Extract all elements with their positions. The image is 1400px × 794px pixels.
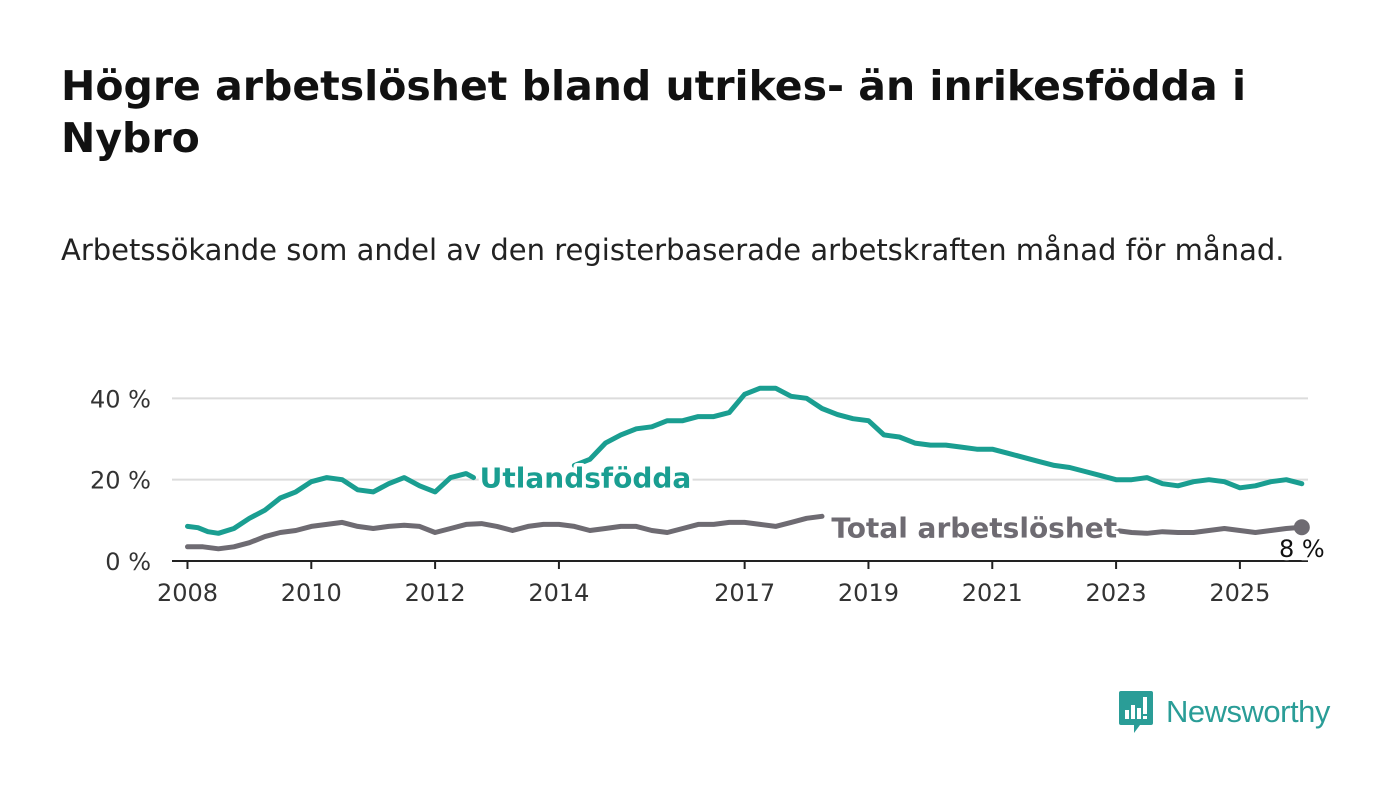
x-tick-label: 2008: [157, 579, 218, 607]
series-label-utlandsfödda: Utlandsfödda: [480, 462, 692, 495]
x-tick-label: 2025: [1209, 579, 1270, 607]
chart-title: Högre arbetslöshet bland utrikes- än inr…: [61, 62, 1246, 162]
y-tick-label: 0 %: [105, 548, 151, 576]
x-tick-label: 2012: [405, 579, 466, 607]
x-tick-label: 2017: [714, 579, 775, 607]
series-line-total-arbetslöshet: [1098, 524, 1305, 536]
y-axis-ticks: 0 % 20 % 40 %: [90, 385, 151, 576]
series-line-utlandsfödda: [571, 385, 1305, 491]
series-label-total-arbetslöshet: Total arbetslöshet: [831, 512, 1117, 545]
gridlines: [172, 397, 1308, 481]
series-line-total-arbetslöshet: [185, 513, 825, 552]
x-axis: 2008 2010 2012 2014 2017 2019 2021 2023 2025: [157, 560, 1308, 607]
unemployment-line-chart: 0 % 20 % 40 % 2008 2010 2012 2014 2017 2019 2021…: [90, 385, 1328, 607]
y-tick-label: 20 %: [90, 467, 151, 495]
x-tick-label: 2023: [1086, 579, 1147, 607]
x-tick-label: 2010: [281, 579, 342, 607]
end-point-marker: [1293, 519, 1310, 536]
x-tick-label: 2019: [838, 579, 899, 607]
x-tick-label: 2014: [528, 579, 589, 607]
newsworthy-logo-icon: [1119, 691, 1153, 733]
chart-subtitle: Arbetssökande som andel av den registerb…: [61, 233, 1285, 267]
newsworthy-brand[interactable]: Newsworthy: [1118, 688, 1330, 736]
series-labels: Utlandsfödda Total arbetslöshet 8 %: [476, 458, 1327, 566]
series-lines: [185, 385, 1310, 552]
end-value-label: 8 %: [1279, 535, 1325, 563]
y-tick-label: 40 %: [90, 385, 151, 413]
x-tick-label: 2021: [962, 579, 1023, 607]
brand-name: Newsworthy: [1166, 694, 1330, 729]
series-line-utlandsfödda: [185, 471, 476, 536]
